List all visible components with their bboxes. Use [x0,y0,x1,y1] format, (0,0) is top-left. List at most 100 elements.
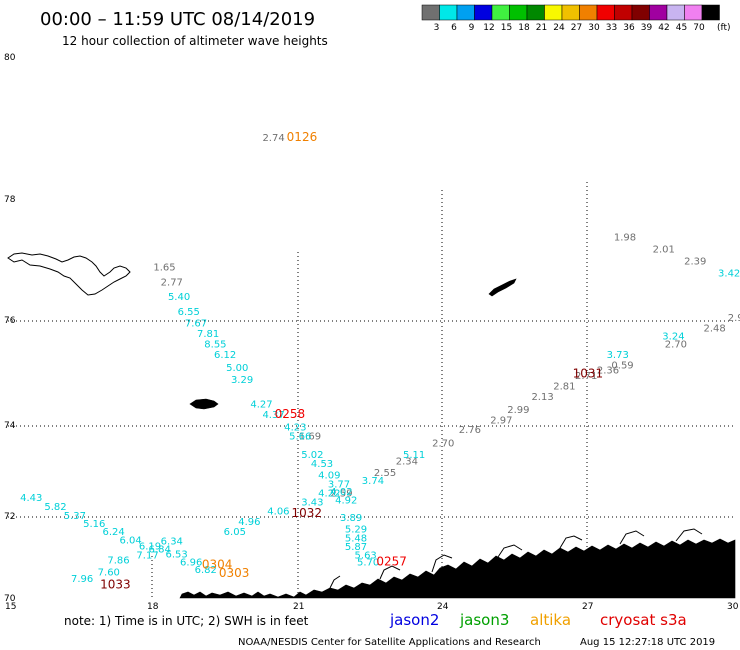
colorbar-swatch [526,4,545,21]
wave-height-value: 4.09 [318,470,340,481]
wave-height-value: 6.19 [139,541,161,552]
satellite-name: cryosat s3a [600,611,687,629]
wave-height-value: 3.42 [718,268,740,279]
satellite-name: jason3 [459,611,509,629]
wave-height-value: 1.98 [614,233,636,244]
credit-line: NOAA/NESDIS Center for Satellite Applica… [238,637,541,648]
wave-height-value: 4.06 [267,507,289,518]
satellite-name: jason2 [389,611,439,629]
wave-height-labels: 2.74 1.65 2.77 1.69 2.59 2.552.34 2.70 2.76 2.97… [20,133,740,585]
wave-height-value: 1.69 [299,432,321,443]
colorbar-swatch [614,4,633,21]
wave-height-value: 4.53 [311,459,333,470]
wave-height-value: 5.87 [345,542,367,553]
wave-height-value: 0.59 [611,360,633,371]
wave-height-value: 2.55 [374,468,396,479]
wave-height-value: 6.84 [149,545,171,556]
wave-height-value: 2.39 [684,256,706,267]
colorbar-label: 24 [553,23,565,33]
wave-height-value: 2.59 [330,489,352,500]
wave-height-value: 4.37 [262,410,284,421]
wave-height-value: 2.01 [653,245,675,256]
pass-time: 0258 [275,407,306,421]
lat-tick-74: 74 [4,421,16,431]
wave-height-value: 5.66 [289,432,311,443]
small-island-ne [488,278,517,297]
colorbar-label: 33 [606,23,617,33]
colorbar-unit: (ft) [717,23,731,33]
wave-height-value: 5.48 [345,533,367,544]
lon-tick-21: 21 [293,602,304,612]
wave-height-value: 6.34 [161,537,183,548]
wave-height-value: 2.74 [262,133,284,144]
wave-height-value: 5.40 [168,292,190,303]
satellite-name: altika [530,611,571,629]
wave-height-value: 4.43 [20,493,42,504]
wave-height-value: 7.60 [98,568,120,579]
lat-tick-70: 70 [4,594,16,604]
wave-height-value: 3.74 [362,476,384,487]
wave-height-value: 2.48 [703,324,725,335]
colorbar-label: 18 [518,23,530,33]
lon-tick-30: 30 [727,602,739,612]
colorbar-label: 42 [658,23,669,33]
colorbar-label: 45 [676,23,687,33]
wave-height-value: 4.02 [330,487,352,498]
wave-height-value: 5.02 [301,450,323,461]
lon-tick-27: 27 [582,602,593,612]
colorbar-swatch [491,4,510,21]
wave-height-value: 6.82 [195,565,217,576]
wave-height-value: 5.70 [357,558,379,569]
wave-height-value: 4.22 [318,489,340,500]
wave-height-value: 4.27 [250,400,272,411]
wave-height-value: 6.53 [166,550,188,561]
wave-height-value: 2.70 [665,339,687,350]
wave-height-value: 5.00 [226,363,248,374]
colorbar-swatch [666,4,685,21]
wave-height-value: 6.05 [224,527,246,538]
wave-height-value: 3.29 [231,375,253,386]
lat-tick-80: 80 [4,53,16,63]
wave-height-value: 6.55 [178,307,200,318]
lat-tick-76: 76 [4,316,16,326]
colorbar-legend: 3 6 9 12 15 18 21 24 27 30 33 36 39 42 45 70 [421,4,720,33]
wave-height-value: 2.13 [531,392,553,403]
colorbar-label: 30 [588,23,600,33]
colorbar-swatch [544,4,563,21]
colorbar-label: 39 [641,23,653,33]
wave-height-value: 3.24 [662,331,684,342]
norway-fjords [329,528,703,589]
lon-tick-15: 15 [5,602,16,612]
wave-height-value: 7.17 [136,550,158,561]
svalbard-coastline [7,252,131,296]
wave-height-value: 2.70 [432,438,454,449]
wave-height-value: 3.43 [301,498,323,509]
colorbar-swatch [631,4,650,21]
wave-height-value: 2.76 [459,425,481,436]
pass-time: 0303 [219,566,250,580]
lon-tick-18: 18 [147,602,159,612]
wave-height-value: 2.34 [396,457,418,468]
colorbar-label: 21 [536,23,547,33]
colorbar-label: 36 [623,23,635,33]
colorbar-swatch [509,4,528,21]
colorbar-swatch [456,4,475,21]
wave-height-value: 7.86 [107,556,129,567]
generated-timestamp: Aug 15 12:27:18 UTC 2019 [580,637,715,648]
wave-height-value: 1.65 [153,262,175,273]
colorbar-swatch [421,4,440,21]
wave-height-value: 5.16 [83,519,105,530]
lat-tick-78: 78 [4,195,16,205]
wave-height-value: 6.12 [214,350,236,361]
wave-height-value: 4.23 [284,423,306,434]
wave-height-value: 5.63 [355,550,377,561]
colorbar-label: 6 [451,23,457,33]
norway-coastline [179,538,736,599]
satellite-legend: jason2 jason3 altika cryosat s3a [389,611,687,629]
colorbar-swatch [439,4,458,21]
lon-tick-24: 24 [437,602,449,612]
bear-island [189,398,219,410]
pass-time: 0126 [287,130,318,144]
